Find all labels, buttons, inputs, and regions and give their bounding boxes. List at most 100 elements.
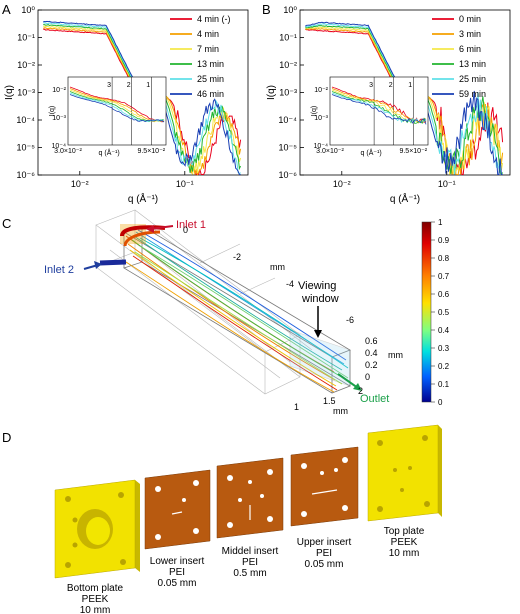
y-tick-label: 10⁰: [21, 5, 35, 15]
part-material: PEEK: [82, 594, 109, 605]
inset-series-line: [69, 86, 165, 123]
legend-label: 59 min: [459, 89, 486, 99]
outlet-arrow: [353, 383, 362, 391]
inlet-2-tube: [99, 259, 127, 266]
width-tick: 1.5: [323, 396, 336, 406]
inlet-2-label: Inlet 2: [44, 264, 74, 276]
inset-y-axis-label: I(q): [311, 106, 318, 117]
inset-marker-label: 2: [389, 82, 393, 89]
legend-label: 4 min (-): [197, 14, 231, 24]
part-name: Top plate: [384, 526, 425, 537]
x-tick-label: 10⁻¹: [176, 179, 194, 189]
legend-label: 13 min: [197, 59, 224, 69]
height-tick: 0.4: [365, 348, 378, 358]
colorbar-ticks: 1 0.9 0.8 0.7 0.6 0.5 0.4 0.3 0.2 0.1 0: [431, 218, 450, 407]
legend-label: 7 min: [197, 44, 219, 54]
y-tick-label: 10⁻³: [279, 88, 297, 98]
colorbar-tick-label: 0.7: [438, 272, 450, 281]
length-tick: -4: [286, 279, 294, 289]
length-tick: -6: [346, 315, 354, 325]
upper-insert: [290, 446, 359, 527]
inset-x-tick-label: 9.5×10⁻²: [137, 148, 165, 155]
inset-x-tick-label: 3.0×10⁻²: [54, 148, 82, 155]
y-tick-label: 10⁻⁵: [279, 143, 298, 153]
part-material: PEI: [169, 567, 185, 578]
viewing-window-label-1: Viewing: [298, 280, 336, 292]
colorbar-tick-label: 1: [438, 218, 443, 227]
inset-y-tick-label: 10⁻³: [52, 115, 66, 122]
viewing-window-arrow: [314, 330, 322, 338]
y-tick-label: 10⁰: [283, 5, 297, 15]
inset-y-tick-label: 10⁻³: [314, 115, 328, 122]
legend-label: 46 min: [197, 89, 224, 99]
inset-marker-label: 2: [127, 82, 131, 89]
panel-label-a: A: [2, 2, 11, 17]
inset-marker-label: 1: [146, 82, 150, 89]
width-tick: 2: [358, 386, 363, 396]
inset-series-line: [331, 92, 427, 123]
viewing-window-label-2: window: [301, 293, 339, 305]
part-name: Bottom plate: [67, 583, 124, 594]
inset-x-axis-label: q (Å⁻¹): [361, 148, 382, 157]
colorbar-tick-label: 0.6: [438, 290, 450, 299]
y-tick-label: 10⁻⁵: [17, 143, 36, 153]
saxs-plot-b: 10⁻⁶ 10⁻⁵ 10⁻⁴ 10⁻³ 10⁻² 10⁻¹ 10⁰ 10⁻² 10⁻¹ q (Å⁻…: [266, 5, 511, 205]
colorbar: [421, 221, 432, 403]
inset-x-tick-label: 9.5×10⁻²: [399, 148, 427, 155]
inset-x-tick-label: 3.0×10⁻²: [316, 148, 344, 155]
y-tick-label: 10⁻³: [17, 88, 35, 98]
legend-label: 4 min: [197, 29, 219, 39]
inlet-1-label: Inlet 1: [176, 219, 206, 231]
viewing-window: [289, 329, 351, 387]
legend-label: 0 min: [459, 14, 481, 24]
x-axis-label: q (Å⁻¹): [128, 192, 158, 205]
inset-x-axis-label: q (Å⁻¹): [99, 148, 120, 157]
bottom-plate: [54, 479, 140, 579]
height-tick: 0: [365, 372, 370, 382]
length-tick: -2: [233, 252, 241, 262]
part-thickness: 0.5 mm: [233, 568, 266, 579]
part-labels: Bottom plate PEEK 10 mm Lower insert PEI…: [67, 526, 425, 614]
part-name: Middel insert: [222, 546, 279, 557]
inset-y-tick-label: 10⁻²: [314, 87, 328, 94]
part-material: PEEK: [391, 537, 418, 548]
length-tick: 0: [183, 225, 188, 235]
y-tick-label: 10⁻⁶: [279, 170, 298, 180]
flow-cell-simulation: Inlet 1 Inlet 2 Viewing window Outlet 0 …: [44, 209, 450, 416]
height-tick: 0.6: [365, 336, 378, 346]
height-unit: mm: [388, 350, 403, 360]
streamlines: [125, 229, 349, 393]
inset-y-tick-label: 10⁻⁴: [314, 143, 329, 150]
panel-label-b: B: [262, 2, 271, 17]
height-tick: 0.2: [365, 360, 378, 370]
y-tick-label: 10⁻²: [279, 60, 297, 70]
middle-insert: [216, 457, 284, 539]
legend-label: 13 min: [459, 59, 486, 69]
outlet-label: Outlet: [360, 393, 389, 405]
inset-marker-label: 3: [369, 82, 373, 89]
y-tick-label: 10⁻¹: [17, 33, 35, 43]
colorbar-tick-label: 0.8: [438, 254, 450, 263]
y-axis-label: I(q): [4, 85, 15, 100]
part-material: PEI: [242, 557, 258, 568]
width-unit: mm: [333, 406, 348, 416]
inset-y-axis-label: I(q): [49, 106, 56, 117]
part-thickness: 0.05 mm: [305, 559, 344, 570]
inset-series-line: [69, 92, 165, 122]
inset-marker-label: 3: [107, 82, 111, 89]
panel-label-c: C: [2, 216, 11, 231]
colorbar-tick-label: 0.2: [438, 362, 450, 371]
y-tick-label: 10⁻⁶: [17, 170, 36, 180]
colorbar-tick-label: 0.1: [438, 380, 450, 389]
y-tick-label: 10⁻⁴: [16, 115, 35, 125]
colorbar-tick-label: 0.5: [438, 308, 450, 317]
colorbar-tick-label: 0.3: [438, 344, 450, 353]
part-thickness: 10 mm: [80, 605, 111, 614]
y-tick-label: 10⁻²: [17, 60, 35, 70]
inlet-2-arrow: [94, 261, 102, 269]
flow-cell-parts: Bottom plate PEEK 10 mm Lower insert PEI…: [54, 424, 442, 614]
saxs-plot-a: 10⁻⁶ 10⁻⁵ 10⁻⁴ 10⁻³ 10⁻² 10⁻¹ 10⁰ 10⁻² 10⁻¹ q (Å⁻…: [4, 5, 249, 205]
colorbar-tick-label: 0: [438, 398, 443, 407]
y-tick-label: 10⁻¹: [279, 33, 297, 43]
